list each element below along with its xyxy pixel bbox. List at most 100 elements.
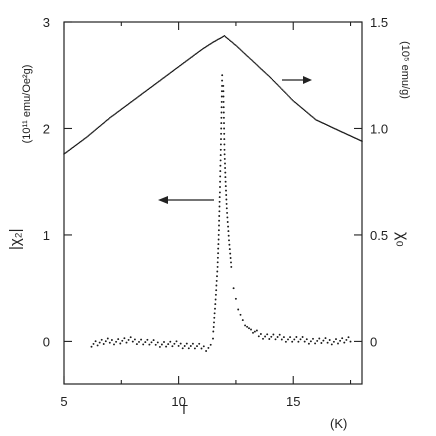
chi0-point bbox=[165, 75, 167, 77]
chi2-point bbox=[223, 127, 226, 130]
chi2-point bbox=[224, 162, 226, 165]
chi2-point bbox=[218, 219, 221, 222]
chi2-point bbox=[341, 337, 344, 340]
chi0-point bbox=[289, 96, 291, 99]
chi2-point bbox=[220, 116, 223, 119]
x-tick-label: 15 bbox=[286, 394, 300, 409]
chi0-point bbox=[144, 90, 147, 93]
y-left-tick-label: 1 bbox=[43, 228, 50, 243]
chi0-point bbox=[96, 127, 99, 130]
chi0-point bbox=[267, 74, 269, 77]
chi0-point bbox=[103, 121, 106, 123]
chi2-point bbox=[289, 336, 292, 339]
chi2-point bbox=[287, 338, 289, 341]
chi0-point bbox=[90, 132, 92, 135]
chi2-point bbox=[213, 321, 215, 324]
chi2-point bbox=[280, 338, 283, 341]
chi2-point bbox=[160, 343, 163, 346]
chi2-point bbox=[156, 341, 159, 344]
chi0-point bbox=[158, 80, 160, 83]
chi0-point bbox=[122, 107, 125, 109]
chi0-point bbox=[152, 84, 155, 87]
chi0-point bbox=[71, 147, 74, 149]
chi2-point bbox=[299, 338, 302, 341]
chi0-point bbox=[102, 122, 105, 124]
chi0-point bbox=[191, 55, 193, 58]
chi0-point bbox=[295, 102, 298, 105]
chi0-point bbox=[73, 145, 76, 148]
chi2-point bbox=[219, 148, 222, 151]
chi0-point bbox=[217, 38, 219, 41]
chi2-point bbox=[337, 342, 339, 345]
chi2-point bbox=[92, 342, 95, 345]
chi2-point bbox=[252, 331, 254, 334]
y-left-tick-label: 3 bbox=[43, 15, 50, 30]
chi2-point bbox=[326, 341, 329, 344]
chi2-point bbox=[225, 198, 228, 201]
chi0-point bbox=[269, 76, 272, 79]
chi2-point bbox=[221, 84, 223, 87]
chi2-point bbox=[133, 338, 136, 341]
chi0-point bbox=[246, 55, 249, 57]
chi0-point bbox=[235, 44, 237, 47]
chi2-point bbox=[100, 338, 103, 341]
chi0-point bbox=[232, 42, 234, 44]
chi2-point bbox=[223, 157, 226, 160]
chi2-point bbox=[347, 336, 350, 339]
chi2-point bbox=[250, 328, 252, 331]
chi0-point bbox=[169, 72, 172, 74]
chi0-point bbox=[151, 85, 154, 87]
chi2-point bbox=[297, 340, 300, 343]
chi2-point bbox=[181, 347, 184, 350]
chi0-point bbox=[248, 57, 251, 59]
chi2-point bbox=[314, 342, 317, 345]
chi2-point bbox=[119, 342, 122, 345]
chi2-point bbox=[324, 337, 327, 340]
chi2-point bbox=[266, 333, 269, 336]
chi2-point bbox=[345, 338, 348, 341]
chi2-point bbox=[270, 335, 273, 338]
chi0-point bbox=[239, 48, 241, 51]
chi2-point bbox=[224, 171, 227, 174]
chi2-point bbox=[339, 339, 342, 342]
chi0-point bbox=[227, 38, 230, 41]
chi0-point bbox=[244, 53, 247, 55]
chi2-point bbox=[220, 138, 222, 141]
chi0-point bbox=[114, 113, 116, 115]
chi0-point bbox=[281, 88, 283, 90]
chi2-point bbox=[322, 339, 325, 342]
chi2-point bbox=[225, 207, 228, 210]
chi2-point bbox=[125, 341, 128, 344]
chi2-point bbox=[218, 200, 221, 203]
chi2-point bbox=[237, 308, 240, 311]
chi2-point bbox=[227, 234, 230, 237]
chi2-point bbox=[212, 326, 215, 328]
chi2-point bbox=[216, 265, 219, 268]
chi0-point bbox=[164, 76, 166, 78]
chi2-point bbox=[217, 252, 220, 255]
chi0-point bbox=[139, 94, 141, 97]
chi2-point bbox=[221, 79, 224, 82]
chi0-point bbox=[240, 49, 242, 52]
chi2-point bbox=[223, 143, 226, 146]
chi2-point bbox=[220, 122, 223, 125]
chi0-point bbox=[177, 65, 180, 68]
chi0-point bbox=[259, 66, 261, 69]
chi2-point bbox=[179, 342, 182, 345]
chi2-point bbox=[138, 340, 140, 343]
chi0-point bbox=[150, 86, 153, 88]
chi0-point bbox=[180, 63, 183, 66]
chi2-point bbox=[135, 343, 138, 346]
chi0-point bbox=[97, 126, 100, 129]
chi0-point bbox=[171, 70, 174, 73]
chi0-point bbox=[132, 100, 134, 102]
chi2-point bbox=[224, 167, 227, 169]
chi0-point bbox=[275, 83, 278, 85]
chi0-point bbox=[185, 60, 187, 63]
chi2-point bbox=[209, 343, 212, 346]
chi0-point bbox=[300, 107, 303, 109]
chi2-point bbox=[276, 336, 279, 338]
chi0-point bbox=[298, 105, 301, 107]
chi2-point bbox=[330, 343, 333, 346]
chi2-point bbox=[223, 122, 225, 125]
